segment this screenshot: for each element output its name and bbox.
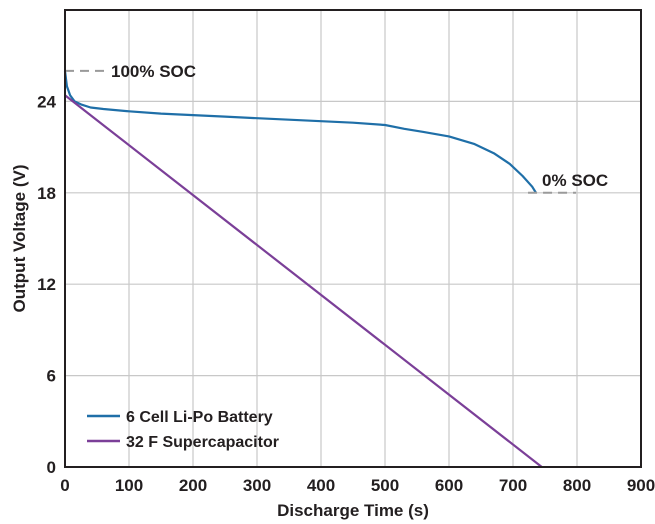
x-tick-label: 700 bbox=[499, 476, 527, 495]
legend: 6 Cell Li-Po Battery 32 F Supercapacitor bbox=[87, 409, 279, 451]
y-axis-label: Output Voltage (V) bbox=[10, 165, 29, 313]
series-line-1 bbox=[63, 70, 537, 194]
x-tick-label: 600 bbox=[435, 476, 463, 495]
tick-labels: 0 100 200 300 400 500 600 700 800 900 0 6 12 18 24 bbox=[37, 92, 655, 495]
legend-label-1: 6 Cell Li-Po Battery bbox=[126, 409, 273, 426]
y-tick-label: 6 bbox=[47, 367, 56, 386]
y-tick-label: 0 bbox=[47, 458, 56, 477]
legend-label-2: 32 F Supercapacitor bbox=[126, 434, 279, 451]
soc-0-label: 0% SOC bbox=[542, 171, 608, 190]
x-tick-label: 300 bbox=[243, 476, 271, 495]
x-axis-label: Discharge Time (s) bbox=[277, 501, 429, 520]
x-tick-label: 0 bbox=[60, 476, 69, 495]
x-tick-label: 100 bbox=[115, 476, 143, 495]
x-tick-label: 400 bbox=[307, 476, 335, 495]
x-tick-label: 800 bbox=[563, 476, 591, 495]
plot-frame bbox=[64, 9, 642, 468]
y-tick-label: 24 bbox=[37, 92, 56, 111]
grid bbox=[65, 10, 641, 467]
y-tick-label: 12 bbox=[37, 275, 56, 294]
x-tick-label: 900 bbox=[627, 476, 655, 495]
soc-100-label: 100% SOC bbox=[111, 62, 196, 81]
y-tick-label: 18 bbox=[37, 184, 56, 203]
annotations-group: 100% SOC 0% SOC bbox=[65, 62, 608, 194]
series-group bbox=[63, 70, 543, 468]
series-line-2 bbox=[64, 94, 543, 468]
x-tick-label: 500 bbox=[371, 476, 399, 495]
x-tick-label: 200 bbox=[179, 476, 207, 495]
